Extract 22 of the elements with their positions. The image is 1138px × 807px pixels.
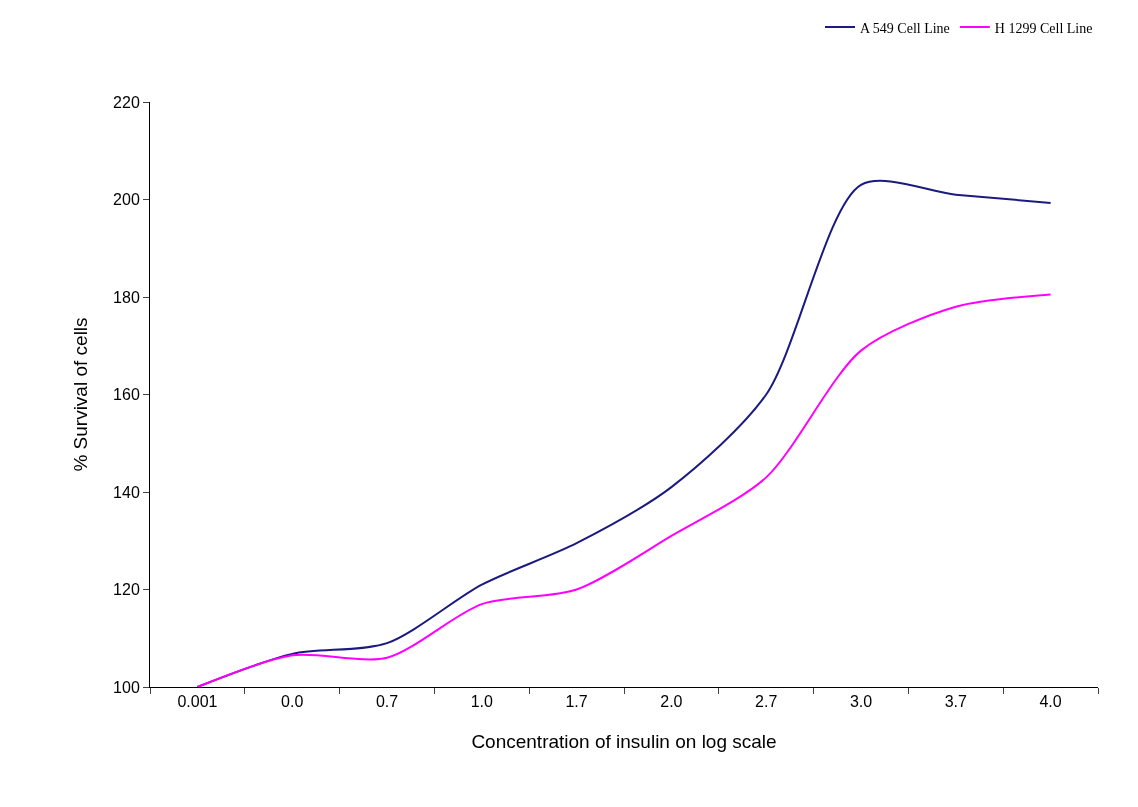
x-tick-label: 2.7: [755, 693, 778, 711]
y-tick-label: 160: [113, 386, 140, 404]
legend-label: H 1299 Cell Line: [994, 20, 1093, 36]
x-tick-label: 3.7: [944, 693, 968, 711]
x-tick-label: 0.0: [281, 693, 304, 711]
x-tick-label: 2.0: [660, 693, 683, 711]
y-tick-label: 140: [113, 483, 140, 501]
y-tick-label: 120: [113, 581, 140, 599]
line-series: [196, 293, 1052, 687]
y-tick-label: 180: [113, 288, 140, 306]
x-tick-label: 0.001: [177, 693, 218, 711]
x-tick-label: 1.7: [565, 693, 588, 711]
x-tick-label: 1.0: [470, 693, 494, 711]
x-tick-label: 4.0: [1039, 693, 1062, 711]
y-tick-label: 200: [113, 191, 140, 209]
legend-label: A 549 Cell Line: [860, 20, 950, 36]
y-axis-title: % Survival of cells: [69, 317, 91, 472]
x-tick-label: 0.7: [375, 693, 399, 711]
x-axis-title: Concentration of insulin on log scale: [471, 731, 777, 752]
y-tick-label: 220: [113, 93, 140, 111]
y-tick-label: 100: [113, 678, 140, 696]
x-tick-label: 3.0: [849, 693, 873, 711]
